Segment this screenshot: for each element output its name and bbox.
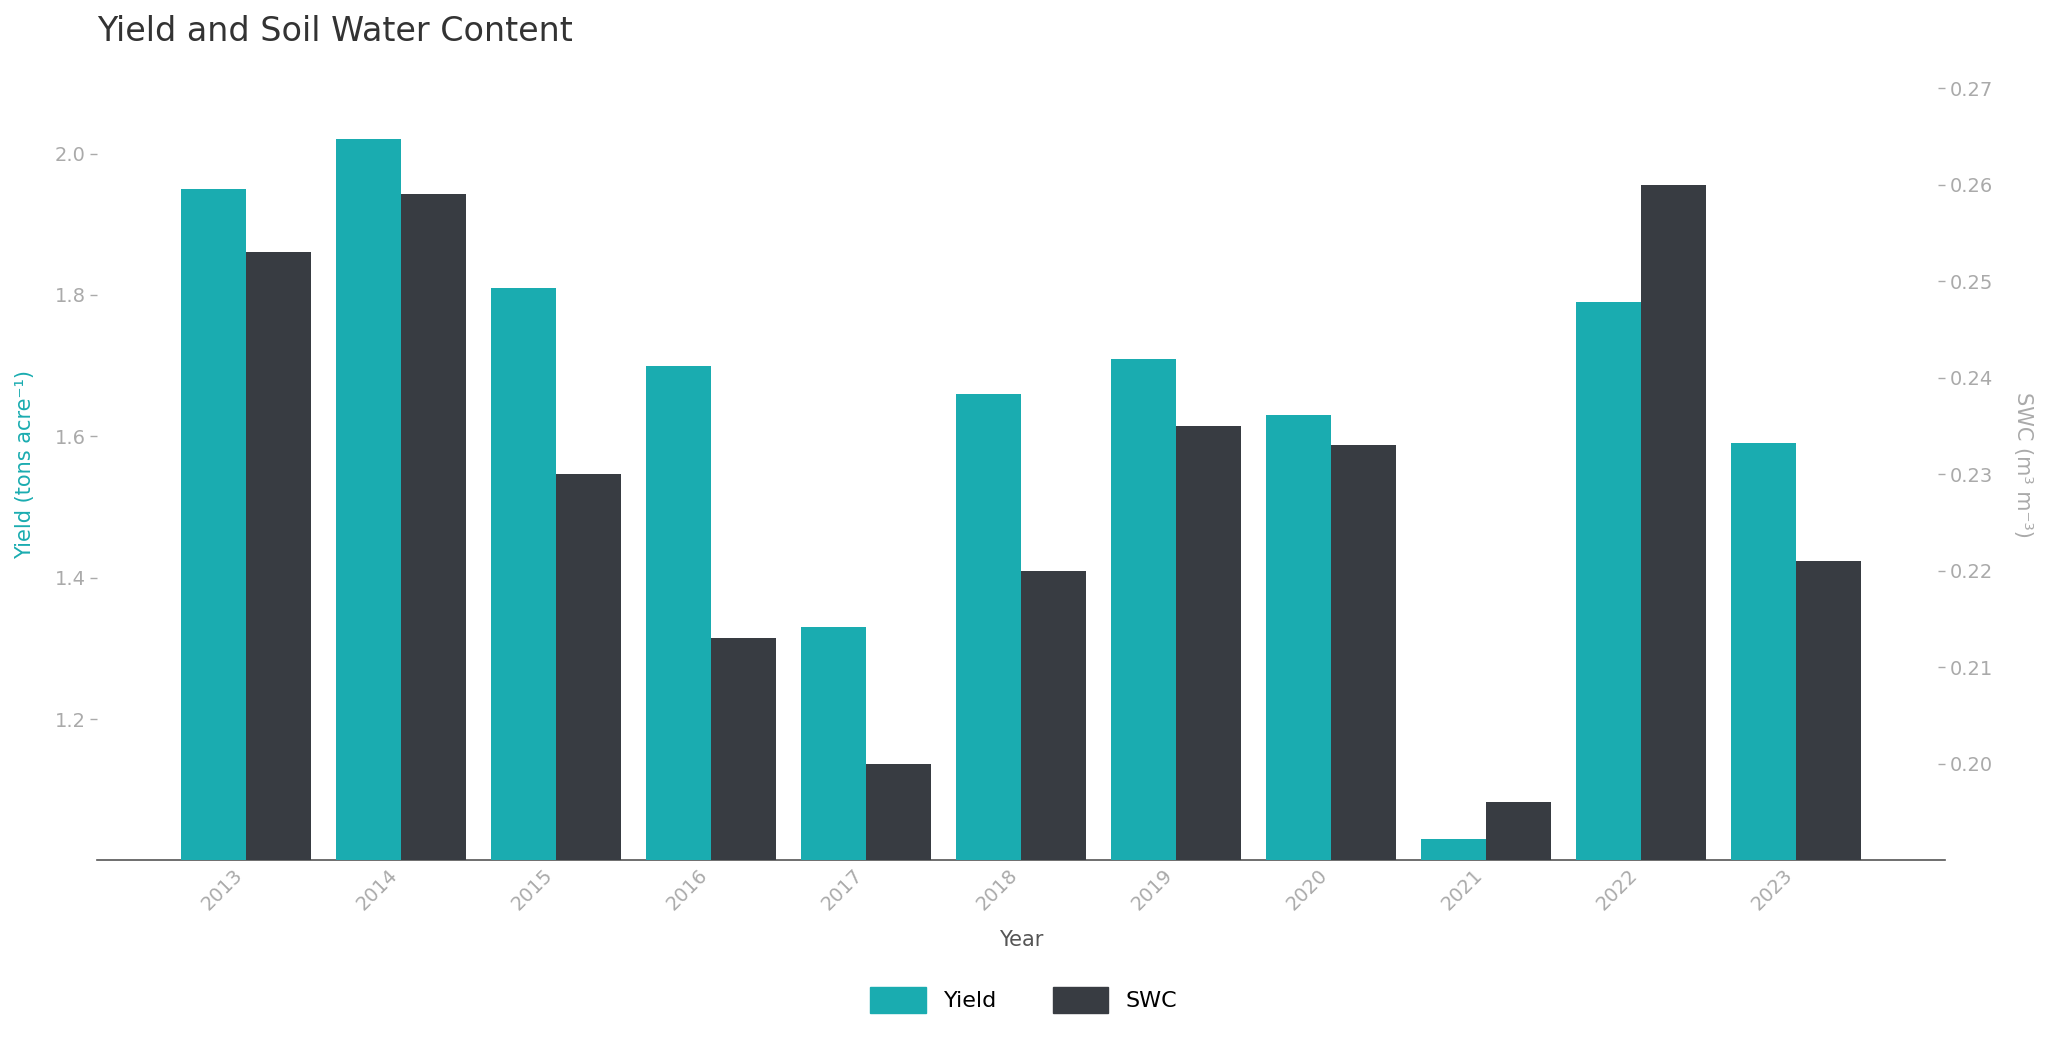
Legend: Yield, SWC: Yield, SWC: [862, 978, 1186, 1021]
Bar: [182, 189, 246, 1038]
Text: Yield and Soil Water Content: Yield and Soil Water Content: [96, 15, 573, 48]
Bar: [956, 393, 1022, 1038]
Bar: [1487, 802, 1550, 1038]
Bar: [711, 638, 776, 1038]
Bar: [1112, 358, 1176, 1038]
Bar: [1022, 571, 1085, 1038]
X-axis label: Year: Year: [999, 930, 1044, 951]
Bar: [801, 627, 866, 1038]
Bar: [866, 764, 932, 1038]
Bar: [246, 252, 311, 1038]
Bar: [1796, 562, 1862, 1038]
Bar: [1176, 426, 1241, 1038]
Bar: [1331, 445, 1397, 1038]
Y-axis label: Yield (tons acre⁻¹): Yield (tons acre⁻¹): [14, 371, 35, 559]
Bar: [492, 288, 557, 1038]
Bar: [401, 194, 467, 1038]
Bar: [647, 365, 711, 1038]
Bar: [1731, 443, 1796, 1038]
Bar: [336, 139, 401, 1038]
Bar: [1266, 415, 1331, 1038]
Bar: [1640, 185, 1706, 1038]
Bar: [1421, 839, 1487, 1038]
Bar: [1577, 302, 1640, 1038]
Bar: [557, 474, 621, 1038]
Y-axis label: SWC (m³ m⁻³): SWC (m³ m⁻³): [2013, 391, 2034, 538]
